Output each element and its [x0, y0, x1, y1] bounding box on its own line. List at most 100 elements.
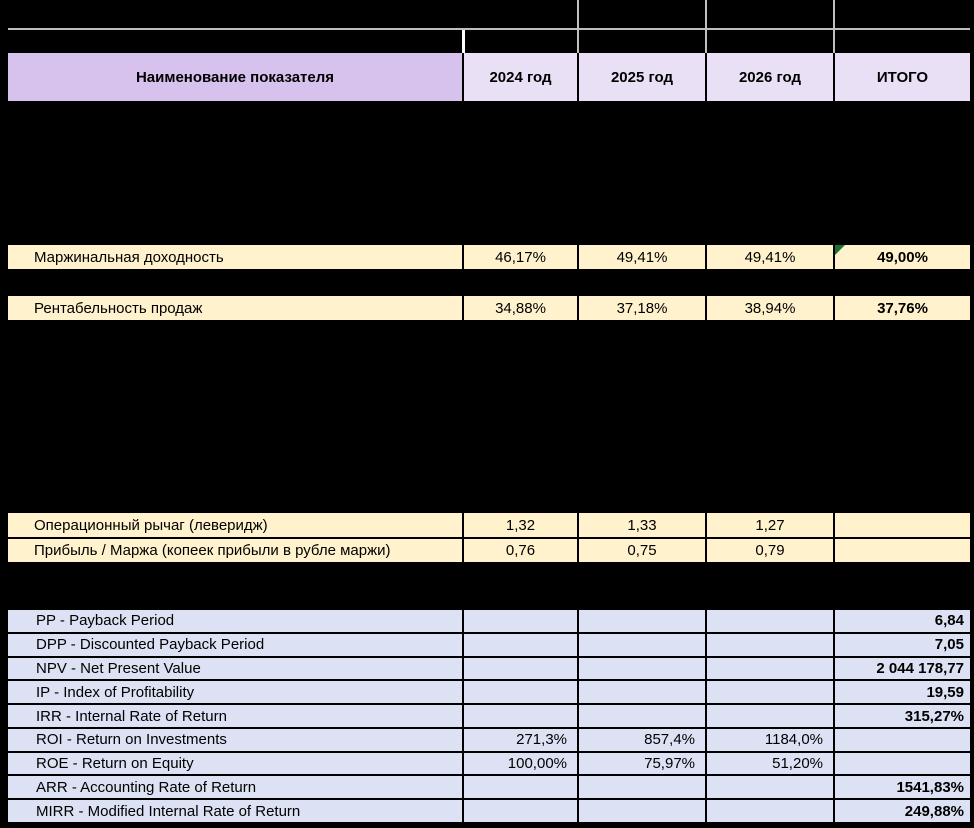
value-2025[interactable]: 75,97%	[577, 752, 705, 775]
value-2024[interactable]: 46,17%	[462, 245, 577, 269]
value-2025[interactable]	[577, 681, 705, 704]
value-2026[interactable]: 51,20%	[705, 752, 833, 775]
value-2024[interactable]: 100,00%	[462, 752, 577, 775]
hidden-row-1	[8, 0, 970, 30]
table-row-roi: ROI - Return on Investments 271,3% 857,4…	[8, 726, 970, 751]
hidden-rows-band	[8, 269, 970, 296]
value-2024[interactable]	[462, 633, 577, 656]
hidden-cell[interactable]	[577, 30, 705, 53]
header-year-2024[interactable]: 2024 год	[462, 53, 577, 101]
row-label[interactable]: PP - Payback Period	[36, 612, 175, 630]
hidden-row-2	[8, 30, 970, 53]
row-label[interactable]: Маржинальная доходность	[34, 248, 224, 266]
value-2026[interactable]	[705, 657, 833, 680]
value-total[interactable]: 7,05	[833, 633, 970, 656]
value-total[interactable]: 37,76%	[833, 296, 970, 320]
value-2026[interactable]: 49,41%	[705, 245, 833, 269]
row-label[interactable]: Прибыль / Маржа (копеек прибыли в рубле …	[34, 542, 391, 559]
value-total[interactable]	[833, 539, 970, 562]
header-year-2026[interactable]: 2026 год	[705, 53, 833, 101]
row-label[interactable]: IRR - Internal Rate of Return	[36, 707, 227, 725]
value-total[interactable]	[833, 513, 970, 537]
value-2024[interactable]	[462, 776, 577, 799]
table-row-margin-yield: Маржинальная доходность 46,17% 49,41% 49…	[8, 245, 970, 269]
table-row-profit-margin: Прибыль / Маржа (копеек прибыли в рубле …	[8, 539, 970, 562]
value-total[interactable]: 19,59	[833, 681, 970, 704]
hidden-rows-band	[8, 320, 970, 513]
hidden-cell[interactable]	[705, 0, 833, 28]
table-row-roe: ROE - Return on Equity 100,00% 75,97% 51…	[8, 750, 970, 775]
value-2025[interactable]	[577, 705, 705, 727]
value-total[interactable]: 49,00%	[833, 245, 970, 269]
value-2024[interactable]: 271,3%	[462, 728, 577, 751]
hidden-cell[interactable]	[833, 30, 970, 53]
value-2025[interactable]: 49,41%	[577, 245, 705, 269]
value-2026[interactable]	[705, 610, 833, 632]
hidden-cell[interactable]	[705, 30, 833, 53]
value-2025[interactable]: 1,33	[577, 513, 705, 537]
row-label[interactable]: Рентабельность продаж	[34, 299, 203, 317]
value-2025[interactable]: 37,18%	[577, 296, 705, 320]
value-total-text: 49,00%	[877, 248, 928, 266]
header-total-column[interactable]: ИТОГО	[833, 53, 970, 101]
value-2025[interactable]	[577, 776, 705, 799]
value-2026[interactable]	[705, 681, 833, 704]
table-row-arr: ARR - Accounting Rate of Return 1541,83%	[8, 774, 970, 799]
value-2024[interactable]	[462, 800, 577, 823]
table-row-dpp: DPP - Discounted Payback Period 7,05	[8, 631, 970, 656]
value-2024[interactable]: 1,32	[462, 513, 577, 537]
hidden-cell[interactable]	[8, 30, 462, 53]
value-2026[interactable]	[705, 705, 833, 727]
hidden-cell[interactable]	[833, 0, 970, 28]
value-2024[interactable]	[462, 681, 577, 704]
value-2024[interactable]	[462, 610, 577, 632]
value-2025[interactable]: 0,75	[577, 539, 705, 562]
value-2024[interactable]	[462, 705, 577, 727]
value-total[interactable]: 1541,83%	[833, 776, 970, 799]
value-2026[interactable]	[705, 776, 833, 799]
table-row-irr: IRR - Internal Rate of Return 315,27%	[8, 703, 970, 727]
table-row-sales-profitability: Рентабельность продаж 34,88% 37,18% 38,9…	[8, 296, 970, 320]
value-2024[interactable]: 34,88%	[462, 296, 577, 320]
hidden-cell[interactable]	[577, 0, 705, 28]
row-label[interactable]: ROI - Return on Investments	[36, 731, 227, 749]
value-2026[interactable]: 1184,0%	[705, 728, 833, 751]
row-label[interactable]: DPP - Discounted Payback Period	[36, 636, 265, 654]
value-2026[interactable]: 38,94%	[705, 296, 833, 320]
value-2025[interactable]	[577, 657, 705, 680]
hidden-cell[interactable]	[8, 0, 577, 28]
table-header-row: Наименование показателя 2024 год 2025 го…	[8, 53, 970, 101]
value-2025[interactable]	[577, 800, 705, 823]
header-name-column[interactable]: Наименование показателя	[8, 53, 462, 101]
row-label[interactable]: ROE - Return on Equity	[36, 755, 194, 773]
value-2026[interactable]	[705, 633, 833, 656]
value-2026[interactable]: 1,27	[705, 513, 833, 537]
value-total[interactable]: 315,27%	[833, 705, 970, 727]
row-label[interactable]: NPV - Net Present Value	[36, 659, 201, 677]
table-row-ip: IP - Index of Profitability 19,59	[8, 679, 970, 704]
row-label[interactable]: IP - Index of Profitability	[36, 683, 195, 701]
table-row-operating-leverage: Операционный рычаг (леверидж) 1,32 1,33 …	[8, 513, 970, 537]
value-total[interactable]: 2 044 178,77	[833, 657, 970, 680]
value-2024[interactable]	[462, 657, 577, 680]
value-total[interactable]: 249,88%	[833, 800, 970, 823]
value-total[interactable]	[833, 728, 970, 751]
value-2026[interactable]: 0,79	[705, 539, 833, 562]
row-label[interactable]: MIRR - Modified Internal Rate of Return	[36, 802, 301, 820]
table-row-npv: NPV - Net Present Value 2 044 178,77	[8, 655, 970, 680]
value-2025[interactable]	[577, 610, 705, 632]
value-total[interactable]	[833, 752, 970, 775]
row-label[interactable]: ARR - Accounting Rate of Return	[36, 778, 257, 796]
header-year-2025[interactable]: 2025 год	[577, 53, 705, 101]
value-2025[interactable]	[577, 633, 705, 656]
table-row-mirr: MIRR - Modified Internal Rate of Return …	[8, 798, 970, 823]
value-2026[interactable]	[705, 800, 833, 823]
table-row-pp: PP - Payback Period 6,84	[8, 610, 970, 632]
value-2025[interactable]: 857,4%	[577, 728, 705, 751]
row-label[interactable]: Операционный рычаг (леверидж)	[34, 516, 268, 534]
investment-metrics-section: PP - Payback Period 6,84 DPP - Discounte…	[8, 610, 970, 823]
hidden-cell[interactable]	[462, 30, 577, 53]
value-2024[interactable]: 0,76	[462, 539, 577, 562]
value-total[interactable]: 6,84	[833, 610, 970, 632]
